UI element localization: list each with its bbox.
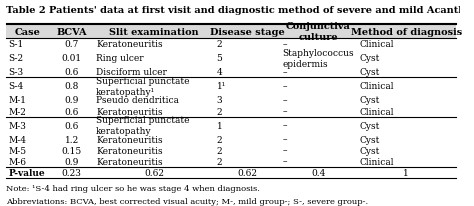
Text: S-3: S-3 <box>8 68 23 77</box>
Text: 4: 4 <box>217 68 222 77</box>
Text: S-4: S-4 <box>8 82 24 91</box>
Text: 0.62: 0.62 <box>144 168 164 177</box>
Text: Slit examination: Slit examination <box>109 27 199 36</box>
Text: 3: 3 <box>217 96 222 105</box>
Text: Cyst: Cyst <box>359 54 380 63</box>
Text: 2: 2 <box>217 157 222 166</box>
Text: 2: 2 <box>217 146 222 155</box>
Text: Clinical: Clinical <box>359 157 394 166</box>
Text: M-6: M-6 <box>8 157 26 166</box>
Text: 0.62: 0.62 <box>237 168 257 177</box>
Text: –: – <box>283 157 287 166</box>
Text: –: – <box>283 40 287 49</box>
Text: 1¹: 1¹ <box>217 82 226 91</box>
Text: 1: 1 <box>217 121 222 130</box>
Text: Cyst: Cyst <box>359 96 380 105</box>
Text: –: – <box>283 121 287 130</box>
Bar <box>6 25 456 39</box>
Text: S-2: S-2 <box>8 54 23 63</box>
Text: –: – <box>283 82 287 91</box>
Text: Superficial punctate
keratopathy¹: Superficial punctate keratopathy¹ <box>96 77 190 96</box>
Text: Method of diagnosis: Method of diagnosis <box>351 27 462 36</box>
Text: –: – <box>283 146 287 155</box>
Text: Keratoneuritis: Keratoneuritis <box>96 146 163 155</box>
Text: –: – <box>283 96 287 105</box>
Text: –: – <box>283 135 287 144</box>
Text: M-4: M-4 <box>8 135 26 144</box>
Text: 0.9: 0.9 <box>64 96 79 105</box>
Text: Ring ulcer: Ring ulcer <box>96 54 144 63</box>
Text: Note: ¹S-4 had ring ulcer so he was stage 4 when diagnosis.: Note: ¹S-4 had ring ulcer so he was stag… <box>6 184 260 192</box>
Text: Keratoneuritis: Keratoneuritis <box>96 40 163 49</box>
Text: BCVA: BCVA <box>56 27 87 36</box>
Text: Cyst: Cyst <box>359 68 380 77</box>
Text: Pseudo dendritica: Pseudo dendritica <box>96 96 179 105</box>
Text: P-value: P-value <box>8 168 45 177</box>
Text: Clinical: Clinical <box>359 40 394 49</box>
Text: Superficial punctate
keratopathy: Superficial punctate keratopathy <box>96 116 190 135</box>
Text: S-1: S-1 <box>8 40 24 49</box>
Text: 2: 2 <box>217 107 222 116</box>
Text: –: – <box>283 68 287 77</box>
Text: Keratoneuritis: Keratoneuritis <box>96 107 163 116</box>
Text: 1.2: 1.2 <box>64 135 79 144</box>
Text: M-1: M-1 <box>8 96 26 105</box>
Text: 0.6: 0.6 <box>64 68 79 77</box>
Text: M-2: M-2 <box>8 107 26 116</box>
Text: 2: 2 <box>217 135 222 144</box>
Text: Cyst: Cyst <box>359 146 380 155</box>
Text: 0.01: 0.01 <box>62 54 82 63</box>
Text: Conjunctiva
culture: Conjunctiva culture <box>286 22 351 42</box>
Text: Disciform ulcer: Disciform ulcer <box>96 68 167 77</box>
Text: Case: Case <box>15 27 41 36</box>
Text: 1: 1 <box>403 168 409 177</box>
Text: Table 2 Patients' data at first visit and diagnostic method of severe and mild A: Table 2 Patients' data at first visit an… <box>6 6 474 15</box>
Text: 0.23: 0.23 <box>62 168 82 177</box>
Text: 5: 5 <box>217 54 222 63</box>
Text: 0.8: 0.8 <box>64 82 79 91</box>
Text: 0.9: 0.9 <box>64 157 79 166</box>
Text: 0.6: 0.6 <box>64 121 79 130</box>
Text: 2: 2 <box>217 40 222 49</box>
Text: Abbreviations: BCVA, best corrected visual acuity; M-, mild group-; S-, severe g: Abbreviations: BCVA, best corrected visu… <box>6 197 368 205</box>
Text: –: – <box>283 107 287 116</box>
Text: Keratoneuritis: Keratoneuritis <box>96 135 163 144</box>
Text: Clinical: Clinical <box>359 107 394 116</box>
Text: 0.4: 0.4 <box>311 168 326 177</box>
Text: 0.7: 0.7 <box>64 40 79 49</box>
Text: Disease stage: Disease stage <box>210 27 284 36</box>
Text: Cyst: Cyst <box>359 135 380 144</box>
Text: M-5: M-5 <box>8 146 27 155</box>
Text: 0.15: 0.15 <box>62 146 82 155</box>
Text: Keratoneuritis: Keratoneuritis <box>96 157 163 166</box>
Text: M-3: M-3 <box>8 121 26 130</box>
Text: Staphylococcus
epidermis: Staphylococcus epidermis <box>283 49 354 68</box>
Text: 0.6: 0.6 <box>64 107 79 116</box>
Text: Clinical: Clinical <box>359 82 394 91</box>
Text: Cyst: Cyst <box>359 121 380 130</box>
